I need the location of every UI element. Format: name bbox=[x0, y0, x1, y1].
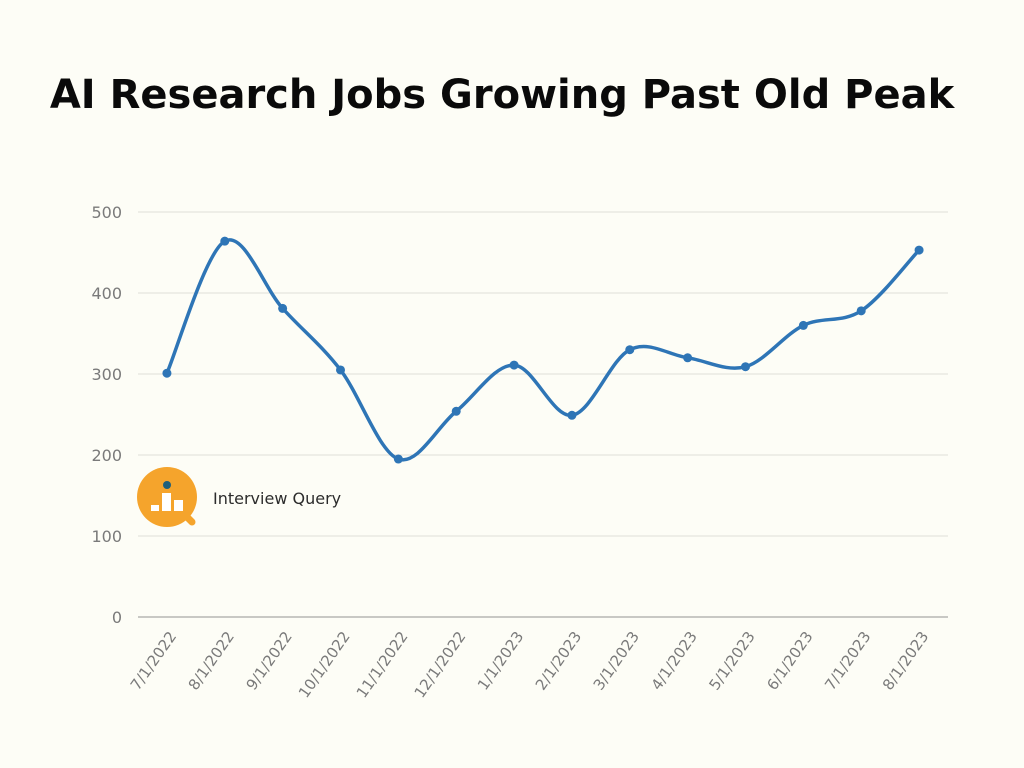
x-tick-label: 5/1/2023 bbox=[705, 628, 758, 694]
data-point bbox=[567, 410, 577, 420]
logo-bar bbox=[174, 500, 183, 511]
x-tick-label: 8/1/2022 bbox=[185, 628, 238, 694]
y-tick-label: 200 bbox=[91, 446, 122, 465]
x-tick-label: 6/1/2023 bbox=[763, 628, 816, 694]
data-point bbox=[162, 368, 172, 378]
data-point bbox=[856, 306, 866, 316]
data-point bbox=[914, 245, 924, 255]
data-point bbox=[220, 236, 230, 246]
logo-dot bbox=[163, 481, 171, 489]
x-tick-label: 9/1/2022 bbox=[243, 628, 296, 694]
data-point bbox=[393, 454, 403, 464]
x-tick-label: 11/1/2022 bbox=[353, 628, 412, 701]
x-tick-label: 4/1/2023 bbox=[648, 628, 701, 694]
data-point bbox=[741, 362, 750, 372]
x-tick-label: 7/1/2023 bbox=[821, 628, 874, 694]
y-tick-label: 500 bbox=[91, 203, 122, 222]
data-point bbox=[336, 365, 345, 375]
y-tick-label: 400 bbox=[91, 284, 122, 303]
data-point bbox=[509, 360, 519, 370]
data-point bbox=[451, 406, 461, 416]
logo-text: Interview Query bbox=[213, 489, 342, 508]
chart-title: AI Research Jobs Growing Past Old Peak bbox=[49, 72, 955, 118]
x-tick-label: 1/1/2023 bbox=[474, 628, 527, 694]
data-point bbox=[683, 353, 693, 363]
x-tick-label: 8/1/2023 bbox=[879, 628, 932, 694]
data-point bbox=[278, 303, 288, 313]
x-tick-label: 12/1/2022 bbox=[411, 628, 470, 701]
data-point bbox=[625, 345, 635, 355]
y-tick-label: 300 bbox=[91, 365, 122, 384]
logo-bar bbox=[151, 505, 159, 511]
y-tick-label: 0 bbox=[112, 608, 122, 627]
logo-bar bbox=[162, 493, 171, 511]
y-tick-label: 100 bbox=[91, 527, 122, 546]
x-tick-label: 7/1/2022 bbox=[127, 628, 180, 694]
x-tick-label: 3/1/2023 bbox=[590, 628, 643, 694]
data-line bbox=[165, 238, 921, 462]
data-point bbox=[798, 320, 808, 330]
x-tick-label: 2/1/2023 bbox=[532, 628, 585, 694]
x-tick-label: 10/1/2022 bbox=[295, 628, 354, 701]
